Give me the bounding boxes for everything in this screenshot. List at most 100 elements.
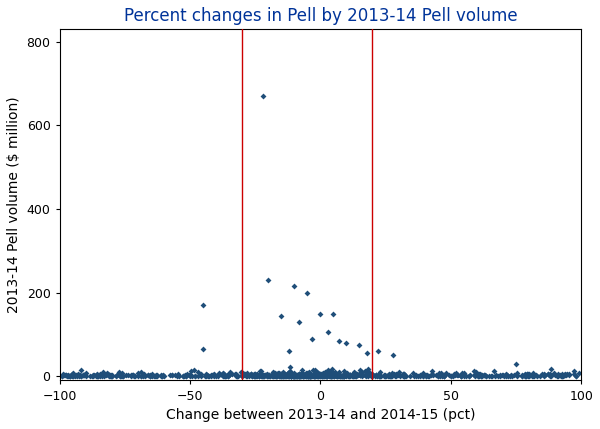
Point — [295, 373, 304, 380]
Point — [314, 370, 323, 377]
Point — [310, 367, 320, 374]
Point — [529, 372, 539, 379]
Point — [341, 373, 351, 380]
Point — [221, 372, 231, 379]
Point — [527, 372, 536, 379]
Point — [280, 372, 290, 379]
Point — [331, 372, 341, 379]
Point — [157, 373, 167, 380]
Point — [553, 372, 563, 378]
Point — [193, 372, 203, 379]
Point — [278, 372, 287, 378]
Point — [374, 373, 383, 380]
Point — [302, 372, 311, 379]
Point — [536, 372, 545, 379]
Point — [181, 372, 191, 379]
Point — [562, 372, 571, 378]
Point — [79, 372, 89, 378]
Point — [221, 372, 230, 379]
Point — [190, 373, 200, 380]
Point — [225, 369, 235, 376]
Point — [156, 372, 166, 379]
Point — [98, 369, 108, 376]
Point — [379, 372, 389, 379]
Point — [399, 372, 409, 379]
Point — [373, 348, 382, 355]
Point — [350, 371, 359, 378]
Point — [123, 372, 133, 378]
Point — [349, 372, 358, 379]
Point — [259, 372, 268, 379]
Point — [571, 373, 581, 380]
Point — [214, 373, 223, 380]
Point — [302, 370, 311, 377]
Point — [159, 373, 169, 380]
Point — [304, 372, 314, 379]
Point — [282, 372, 292, 378]
Point — [280, 372, 290, 378]
Point — [356, 372, 366, 379]
Point — [340, 373, 349, 380]
Point — [303, 373, 313, 380]
Point — [434, 369, 444, 376]
Point — [277, 372, 286, 378]
Point — [353, 372, 363, 378]
Point — [274, 373, 284, 380]
Point — [461, 373, 471, 380]
Point — [323, 366, 332, 373]
Point — [68, 372, 77, 379]
Point — [476, 373, 486, 380]
Point — [179, 372, 189, 379]
Point — [62, 373, 72, 380]
Point — [277, 372, 287, 379]
Point — [327, 366, 337, 373]
Point — [224, 372, 234, 378]
Point — [313, 370, 323, 377]
Point — [322, 373, 331, 380]
Point — [517, 372, 527, 379]
Point — [361, 373, 371, 380]
Point — [290, 373, 299, 380]
Point — [317, 371, 326, 378]
Point — [67, 370, 77, 377]
Point — [305, 373, 314, 380]
Point — [207, 372, 217, 378]
Point — [111, 373, 121, 380]
Point — [181, 371, 190, 378]
Point — [374, 372, 383, 379]
Point — [271, 370, 281, 377]
Point — [193, 368, 203, 375]
Point — [437, 372, 447, 379]
Point — [277, 373, 286, 380]
Point — [257, 372, 267, 379]
Point — [145, 372, 155, 379]
Point — [347, 372, 357, 378]
Point — [313, 372, 323, 378]
Point — [256, 373, 266, 380]
Point — [278, 368, 288, 375]
Point — [278, 372, 288, 379]
Point — [284, 371, 293, 378]
Point — [287, 371, 297, 378]
Point — [496, 373, 505, 380]
Point — [220, 371, 229, 378]
Point — [322, 372, 331, 378]
Point — [68, 372, 78, 379]
Point — [304, 373, 314, 380]
Point — [347, 373, 357, 380]
Point — [487, 372, 496, 379]
Point — [350, 373, 360, 380]
Point — [68, 370, 77, 377]
Point — [246, 372, 256, 378]
Point — [274, 371, 283, 378]
Point — [456, 372, 466, 379]
Point — [299, 372, 308, 379]
Point — [265, 373, 275, 380]
Point — [146, 373, 155, 380]
Point — [251, 373, 260, 380]
Point — [301, 372, 310, 379]
Point — [272, 372, 282, 378]
Point — [92, 372, 101, 379]
Point — [87, 372, 97, 379]
Point — [269, 373, 278, 380]
